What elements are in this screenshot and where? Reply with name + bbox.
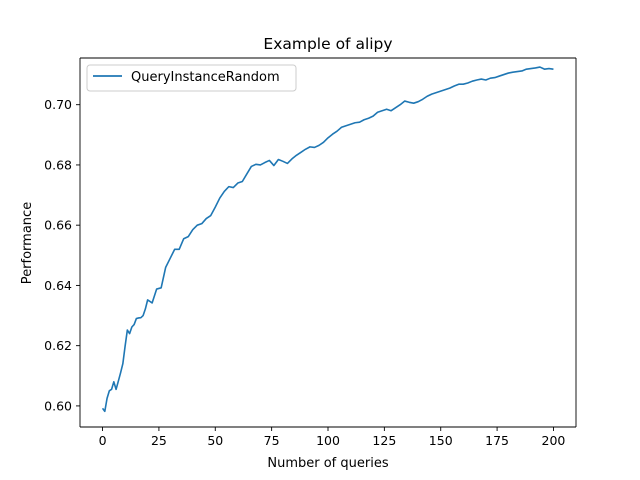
x-tick-label: 50 <box>207 433 223 448</box>
y-axis-ticks: 0.60 0.62 0.64 0.66 0.68 0.70 <box>44 97 80 413</box>
y-tick-label: 0.62 <box>44 338 72 353</box>
x-axis-label: Number of queries <box>267 456 388 471</box>
legend-box <box>86 64 297 92</box>
series-line <box>101 66 554 413</box>
y-tick-label: 0.70 <box>44 97 72 112</box>
x-tick-label: 200 <box>542 433 566 448</box>
x-tick-label: 175 <box>485 433 509 448</box>
legend: QueryInstanceRandom <box>86 64 297 92</box>
y-tick-label: 0.66 <box>44 218 72 233</box>
y-tick-label: 0.68 <box>44 157 72 172</box>
x-tick-label: 75 <box>264 433 280 448</box>
x-tick-label: 150 <box>429 433 453 448</box>
chart-title: Example of alipy <box>263 35 392 53</box>
x-tick-label: 125 <box>372 433 396 448</box>
x-tick-label: 100 <box>316 433 340 448</box>
axes-background <box>80 58 576 427</box>
series-layer <box>101 66 554 413</box>
x-axis-ticks: 0 25 50 75 100 125 150 175 200 <box>99 427 566 448</box>
y-tick-label: 0.60 <box>44 398 72 413</box>
x-tick-label: 0 <box>99 433 107 448</box>
legend-label: QueryInstanceRandom <box>131 70 280 85</box>
y-tick-label: 0.64 <box>44 278 72 293</box>
x-tick-label: 25 <box>151 433 167 448</box>
y-axis-label: Performance <box>20 202 35 284</box>
plot-area <box>79 57 577 428</box>
